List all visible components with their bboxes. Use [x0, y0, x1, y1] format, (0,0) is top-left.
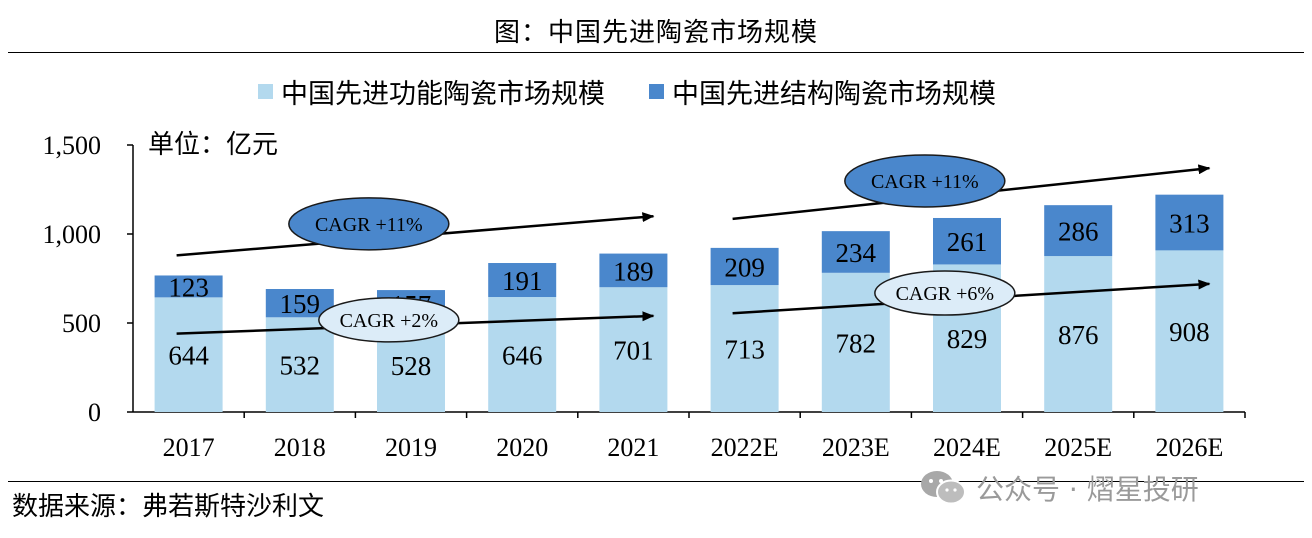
bar-structural: [710, 247, 779, 286]
value-label-functional: 782: [836, 328, 877, 358]
cagr-label: CAGR +11%: [315, 214, 423, 236]
chart-title: 图：中国先进陶瓷市场规模: [493, 18, 818, 47]
wechat-icon: [921, 471, 966, 505]
cagr-label: CAGR +2%: [340, 310, 439, 332]
legend-item-functional: 中国先进功能陶瓷市场规模: [258, 72, 605, 111]
watermark-text: 公众号 · 熠星投研: [976, 473, 1199, 506]
value-label-functional: 829: [947, 324, 988, 354]
value-label-structural: 209: [724, 252, 765, 282]
value-label-structural: 189: [613, 256, 654, 286]
bottom-rule: [8, 481, 1304, 482]
bar-functional: [154, 297, 223, 412]
value-label-functional: 876: [1058, 320, 1099, 350]
value-label-functional: 532: [280, 351, 321, 381]
bar-structural: [488, 263, 557, 298]
x-tick-label: 2024E: [933, 433, 1001, 462]
cagr-ellipse: [318, 297, 460, 343]
x-tick-label: 2021: [607, 433, 659, 462]
cagr-label: CAGR +6%: [896, 283, 995, 305]
value-label-structural: 234: [836, 238, 877, 268]
bar-structural: [821, 231, 890, 273]
cagr-label: CAGR +11%: [871, 171, 979, 193]
legend: 中国先进功能陶瓷市场规模 中国先进结构陶瓷市场规模: [258, 72, 1040, 111]
bar-functional: [710, 285, 779, 412]
bar-functional: [488, 297, 557, 412]
top-rule: [8, 52, 1304, 53]
legend-swatch-structural: [649, 84, 664, 99]
watermark: 公众号 · 熠星投研: [920, 468, 1199, 508]
x-tick-label: 2023E: [822, 433, 890, 462]
x-tick-label: 2019: [385, 433, 437, 462]
y-tick-label: 0: [88, 398, 101, 427]
bar-functional: [1155, 250, 1224, 412]
value-label-structural: 313: [1169, 209, 1210, 239]
source-note: 数据来源：弗若斯特沙利文: [12, 492, 325, 521]
value-label-functional: 908: [1169, 317, 1210, 347]
unit-label: 单位：亿元: [148, 130, 279, 159]
cagr-ellipse: [874, 270, 1016, 316]
bar-functional: [1044, 256, 1113, 412]
bar-structural: [599, 253, 668, 288]
x-tick-label: 2017: [163, 433, 215, 462]
cagr-ellipse: [288, 197, 450, 251]
y-tick-label: 1,000: [43, 220, 102, 249]
value-label-structural: 261: [947, 227, 988, 257]
x-tick-label: 2020: [496, 433, 548, 462]
bar-structural: [154, 275, 223, 298]
value-label-functional: 644: [168, 341, 209, 371]
legend-item-structural: 中国先进结构陶瓷市场规模: [649, 72, 996, 111]
bar-structural: [1044, 205, 1113, 257]
bar-functional: [599, 287, 668, 412]
x-tick-label: 2022E: [711, 433, 779, 462]
value-label-functional: 646: [502, 341, 543, 371]
value-label-structural: 191: [502, 266, 543, 296]
value-label-structural: 123: [168, 272, 209, 302]
y-tick-label: 500: [62, 309, 101, 338]
bar-functional: [265, 317, 334, 412]
x-tick-label: 2018: [274, 433, 326, 462]
bar-structural: [1155, 194, 1224, 251]
value-label-functional: 701: [613, 336, 654, 366]
value-label-functional: 528: [391, 351, 432, 381]
legend-label-functional: 中国先进功能陶瓷市场规模: [281, 79, 605, 109]
value-label-structural: 159: [280, 289, 321, 319]
bar-structural: [933, 217, 1001, 265]
x-tick-label: 2025E: [1044, 433, 1112, 462]
legend-label-structural: 中国先进结构陶瓷市场规模: [672, 79, 996, 109]
y-tick-label: 1,500: [43, 131, 102, 160]
legend-swatch-functional: [258, 84, 273, 99]
x-tick-label: 2026E: [1155, 433, 1223, 462]
value-label-structural: 286: [1058, 217, 1099, 247]
cagr-ellipse: [844, 154, 1006, 208]
value-label-functional: 713: [724, 335, 765, 365]
